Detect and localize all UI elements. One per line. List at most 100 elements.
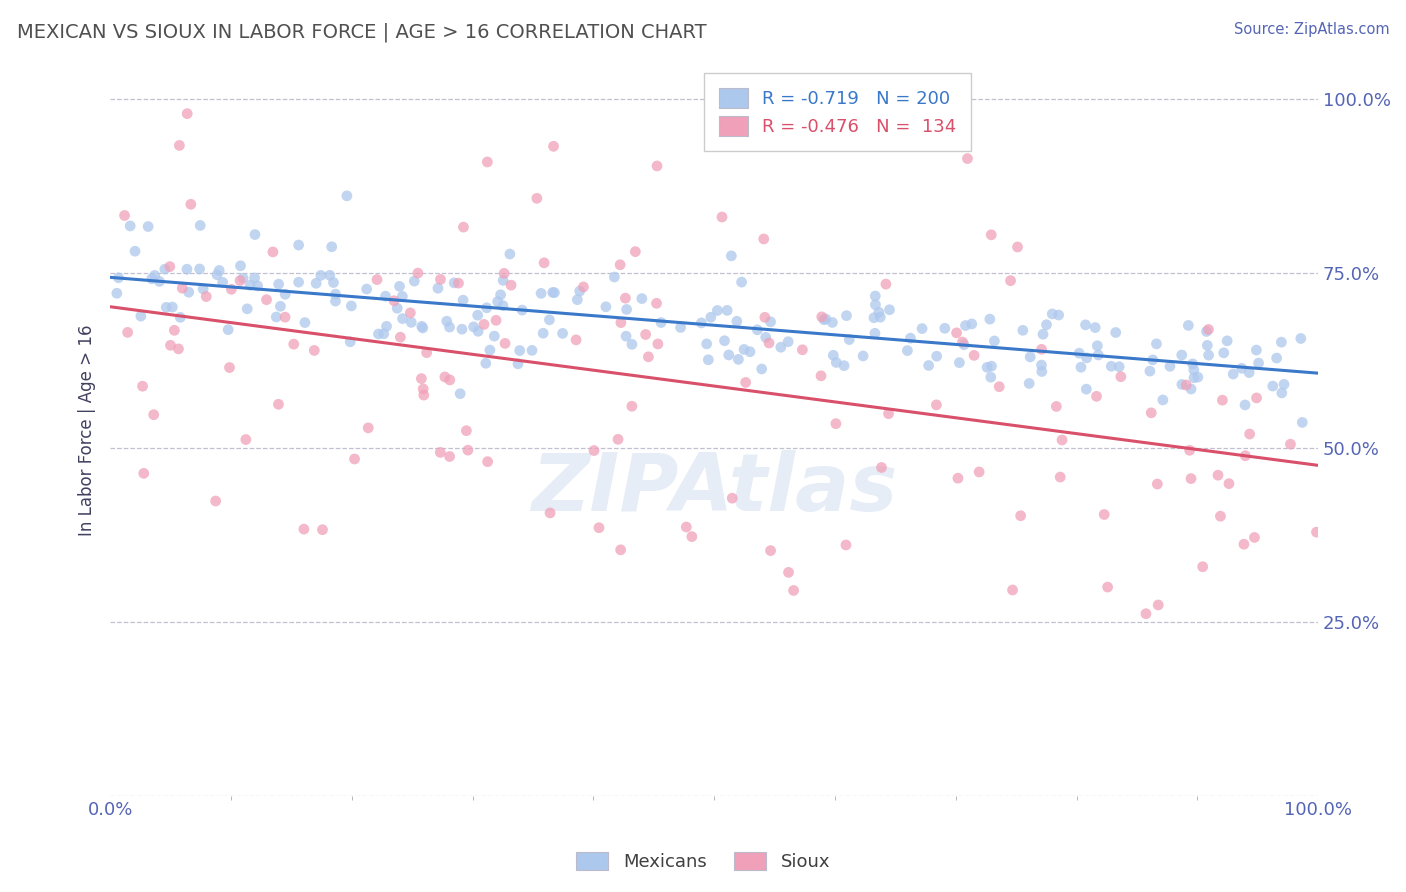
Point: [274, 287, 297, 301]
Point: [1050, 433, 1073, 447]
Point: [484, 329, 506, 343]
Legend: R = -0.719   N = 200, R = -0.476   N =  134: R = -0.719 N = 200, R = -0.476 N = 134: [704, 73, 972, 151]
Point: [825, 355, 848, 369]
Point: [159, 260, 181, 274]
Point: [180, 197, 202, 211]
Point: [366, 272, 388, 286]
Point: [1237, 366, 1260, 380]
Point: [852, 349, 875, 363]
Point: [274, 310, 297, 325]
Point: [269, 299, 291, 313]
Point: [1035, 318, 1057, 332]
Point: [389, 330, 412, 344]
Point: [1218, 476, 1240, 491]
Point: [863, 326, 886, 341]
Point: [609, 542, 631, 557]
Point: [492, 299, 515, 313]
Point: [1019, 350, 1042, 364]
Point: [530, 286, 553, 301]
Point: [1181, 357, 1204, 371]
Point: [1170, 348, 1192, 362]
Point: [734, 376, 756, 390]
Point: [343, 452, 366, 467]
Point: [107, 270, 129, 285]
Point: [217, 323, 239, 337]
Point: [283, 337, 305, 351]
Point: [572, 280, 595, 294]
Point: [700, 310, 723, 325]
Point: [1234, 449, 1257, 463]
Point: [792, 343, 814, 357]
Point: [148, 274, 170, 288]
Point: [1234, 398, 1257, 412]
Point: [105, 286, 128, 301]
Point: [449, 386, 471, 401]
Point: [810, 310, 832, 324]
Point: [1069, 346, 1091, 360]
Point: [1031, 364, 1053, 378]
Point: [650, 316, 672, 330]
Point: [176, 106, 198, 120]
Point: [979, 312, 1001, 326]
Point: [475, 301, 498, 315]
Point: [588, 521, 610, 535]
Point: [614, 329, 637, 343]
Point: [755, 330, 778, 344]
Point: [367, 326, 389, 341]
Point: [720, 249, 742, 263]
Point: [541, 285, 564, 300]
Point: [911, 321, 934, 335]
Point: [1305, 525, 1327, 540]
Point: [823, 348, 845, 362]
Point: [1105, 326, 1128, 340]
Point: [451, 293, 474, 308]
Point: [865, 298, 887, 312]
Point: [236, 301, 259, 316]
Point: [412, 382, 434, 396]
Point: [153, 262, 176, 277]
Point: [1076, 351, 1098, 365]
Point: [896, 343, 918, 358]
Point: [1272, 377, 1295, 392]
Point: [375, 319, 398, 334]
Point: [758, 336, 780, 351]
Point: [877, 407, 900, 421]
Point: [754, 310, 776, 325]
Point: [1031, 343, 1053, 357]
Point: [769, 340, 792, 354]
Point: [1233, 537, 1256, 551]
Point: [136, 219, 159, 234]
Point: [322, 276, 344, 290]
Point: [945, 326, 967, 340]
Legend: Mexicans, Sioux: Mexicans, Sioux: [568, 845, 838, 879]
Point: [567, 293, 589, 307]
Point: [1180, 472, 1202, 486]
Point: [1209, 509, 1232, 524]
Point: [900, 331, 922, 345]
Point: [406, 266, 429, 280]
Point: [1230, 361, 1253, 376]
Point: [568, 284, 591, 298]
Point: [447, 276, 470, 290]
Point: [645, 159, 668, 173]
Point: [863, 310, 886, 325]
Point: [1007, 240, 1029, 254]
Point: [304, 343, 326, 358]
Point: [980, 227, 1002, 242]
Point: [124, 244, 146, 259]
Point: [1246, 391, 1268, 405]
Point: [538, 313, 561, 327]
Point: [429, 272, 451, 286]
Point: [266, 310, 288, 324]
Point: [565, 333, 588, 347]
Point: [1279, 437, 1302, 451]
Point: [595, 300, 617, 314]
Point: [287, 275, 309, 289]
Point: [520, 343, 543, 358]
Point: [838, 333, 860, 347]
Point: [388, 279, 411, 293]
Point: [1271, 386, 1294, 401]
Point: [609, 258, 631, 272]
Point: [647, 337, 669, 351]
Point: [1085, 339, 1108, 353]
